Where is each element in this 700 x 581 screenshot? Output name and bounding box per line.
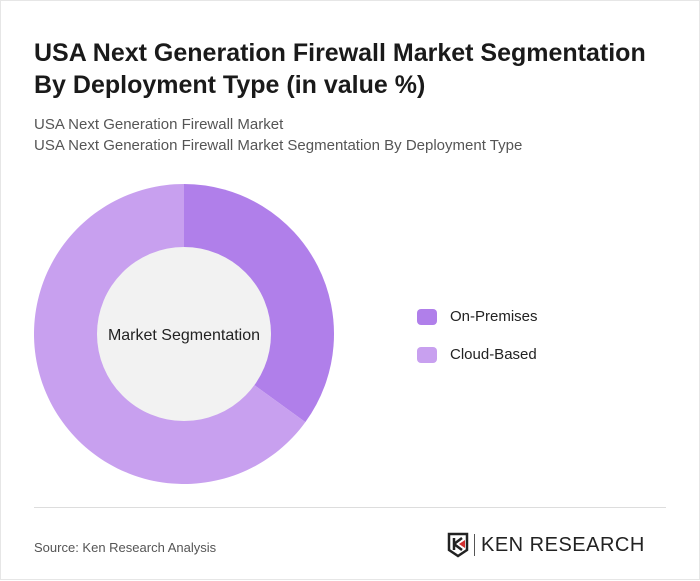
source-note: Source: Ken Research Analysis: [34, 540, 217, 555]
divider: [34, 507, 666, 508]
logo-text: KEN RESEARCH: [481, 533, 645, 556]
legend-label: Cloud-Based: [450, 346, 537, 363]
legend-item-on-premises: On-Premises: [417, 307, 538, 326]
legend-item-cloud-based: Cloud-Based: [417, 345, 538, 364]
donut-hole: [97, 247, 271, 421]
legend-swatch: [417, 346, 437, 363]
logo-mark-icon: [447, 532, 469, 558]
ken-research-logo: KEN RESEARCH: [447, 532, 645, 558]
legend: On-Premises Cloud-Based: [417, 307, 538, 383]
legend-label: On-Premises: [450, 308, 538, 325]
legend-swatch: [417, 308, 437, 325]
chart-subtitle: USA Next Generation Firewall Market: [34, 116, 284, 133]
chart-title: USA Next Generation Firewall Market Segm…: [34, 39, 646, 99]
chart-subtitle-2: USA Next Generation Firewall Market Segm…: [34, 137, 523, 154]
logo-separator: [474, 534, 475, 556]
center-label: Market Segmentation: [108, 327, 260, 344]
